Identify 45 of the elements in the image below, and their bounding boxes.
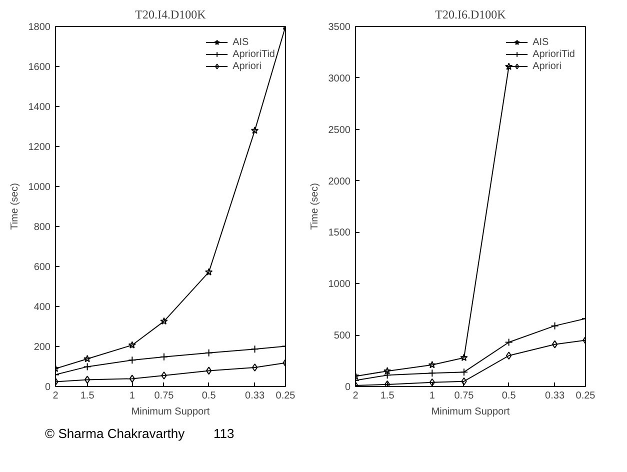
y-tick-label: 400 [34, 302, 51, 313]
y-tick-label: 1800 [28, 22, 51, 33]
x-axis-title: Minimum Support [431, 406, 510, 418]
text: © Sharma Chakravarthy 113 [45, 426, 234, 441]
legend-label: AIS [532, 36, 550, 48]
y-tick-label: 1500 [328, 228, 351, 239]
y-tick-label: 2500 [328, 124, 351, 136]
x-tick-label: 1 [129, 390, 136, 402]
x-tick-label: 1.5 [80, 390, 95, 402]
x-tick-label: 1 [429, 390, 436, 402]
y-tick-label: 1000 [328, 279, 351, 290]
legend-label: AIS [232, 36, 250, 48]
y-tick-label: 1000 [28, 182, 51, 193]
legend-label: Apriori [232, 60, 262, 72]
x-tick-label: 2 [52, 390, 59, 402]
y-axis-title: Time (sec) [9, 183, 20, 230]
y-tick-label: 1200 [28, 142, 51, 153]
y-tick-label: 1400 [28, 102, 51, 113]
x-tick-label: 2 [352, 390, 359, 402]
y-tick-label: 2000 [328, 176, 351, 188]
chart-title: T20.I6.D100K [435, 8, 506, 22]
y-tick-label: 200 [34, 342, 51, 353]
x-tick-label: 0.5 [502, 390, 516, 402]
x-tick-label: 0.5 [202, 390, 216, 402]
legend-label: AprioriTid [232, 48, 275, 60]
x-tick-label: 0.25 [576, 390, 596, 402]
y-tick-label: 3500 [328, 22, 351, 33]
y-tick-label: 0 [344, 382, 351, 393]
x-tick-label: 0.33 [245, 390, 265, 402]
y-axis-title: Time (sec) [309, 183, 320, 230]
x-tick-label: 0.75 [454, 390, 474, 402]
x-axis-title: Minimum Support [131, 406, 210, 418]
y-tick-label: 500 [334, 330, 351, 342]
y-tick-label: 3000 [328, 73, 351, 84]
legend-label: AprioriTid [532, 48, 575, 60]
x-tick-label: 0.33 [545, 390, 565, 402]
legend-label: Apriori [532, 60, 562, 72]
y-tick-label: 1600 [28, 62, 51, 73]
x-tick-label: 0.75 [154, 390, 174, 402]
x-tick-label: 0.25 [276, 390, 296, 402]
y-tick-label: 600 [34, 262, 51, 273]
y-tick-label: 0 [44, 382, 51, 393]
y-tick-label: 800 [34, 222, 51, 233]
chart-title: T20.I4.D100K [135, 8, 206, 22]
x-tick-label: 1.5 [380, 390, 395, 402]
